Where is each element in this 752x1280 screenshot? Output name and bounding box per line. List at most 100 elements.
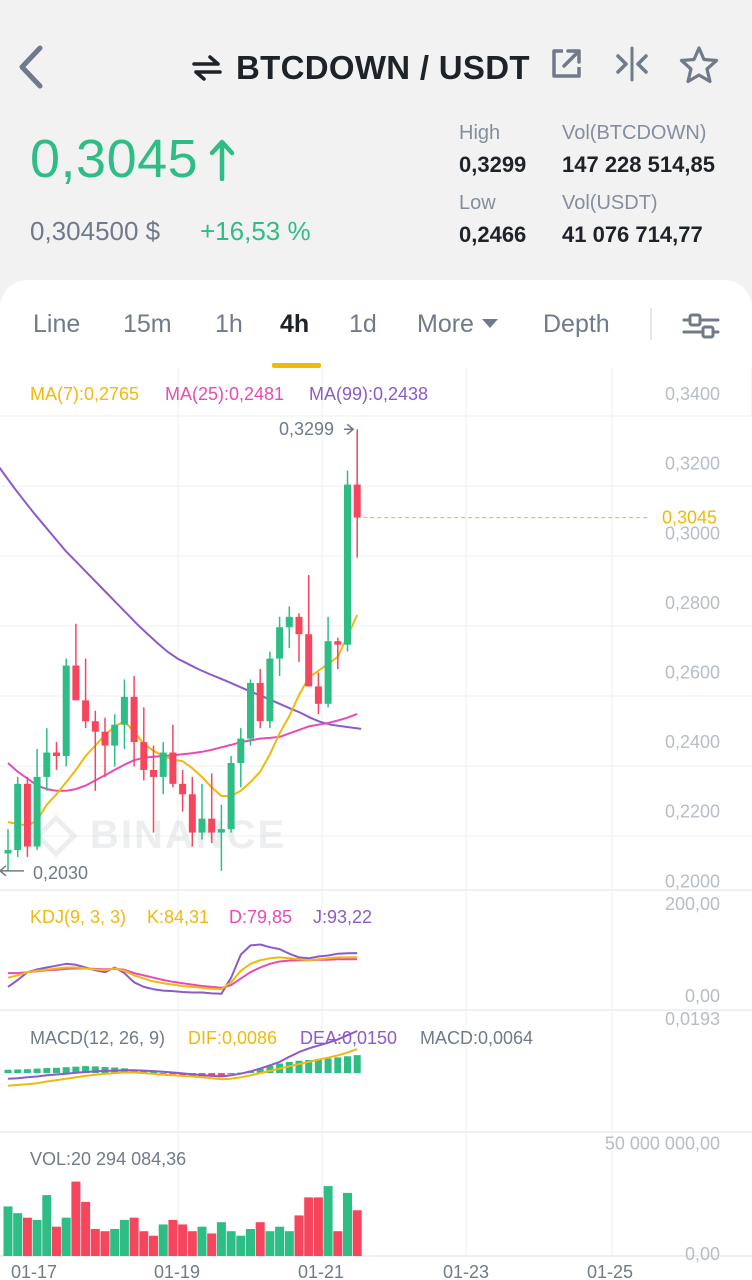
volume-bar (246, 1228, 255, 1256)
low-value: 0,2466 (459, 222, 527, 247)
volume-bar (32, 1219, 42, 1256)
volume-bar (187, 1231, 197, 1256)
compare-icon[interactable] (612, 44, 652, 84)
star-icon[interactable] (678, 44, 720, 86)
candle-body (91, 721, 99, 732)
volume-bar (343, 1192, 352, 1256)
volume-bar (178, 1224, 188, 1256)
ma7-line (7, 614, 359, 827)
volume-bar (313, 1197, 323, 1256)
macd-legend-3: MACD:0,0064 (420, 1028, 533, 1048)
candle-body (305, 634, 313, 687)
macd-axis-label: 0,0193 (665, 1009, 720, 1029)
macd-histogram-bar (266, 1065, 274, 1074)
volume-bar (333, 1231, 343, 1256)
top-bar: BTCDOWN / USDT (0, 0, 752, 120)
active-tab-indicator (272, 363, 321, 368)
vol-quote-value: 41 076 714,77 (562, 222, 703, 247)
kdj-d-line (8, 958, 358, 989)
volume-bar (119, 1219, 129, 1256)
candle-body (159, 752, 167, 777)
volume-bar (52, 1226, 61, 1256)
vol-axis-label: 0,00 (685, 1244, 720, 1264)
kdj-legend-0: KDJ(9, 3, 3) (30, 907, 126, 927)
tab-1h[interactable]: 1h (215, 310, 243, 338)
macd-histogram-bar (314, 1059, 322, 1074)
kdj-j-line (7, 943, 358, 995)
candle-body (256, 682, 264, 722)
ma-legend-2: MA(99):0,2438 (309, 384, 428, 404)
volume-bar (323, 1186, 333, 1256)
macd-histogram-bar (169, 1073, 177, 1075)
candle-body (43, 752, 51, 777)
price-axis-label: 0,2600 (665, 663, 720, 683)
macd-histogram-bar (227, 1073, 235, 1075)
swap-icon[interactable] (190, 53, 224, 83)
time-axis-label: 01-21 (298, 1262, 344, 1280)
binance-logo-icon (34, 814, 78, 858)
candle-body (217, 829, 225, 833)
tab-15m[interactable]: 15m (123, 310, 172, 338)
pair-selector[interactable]: BTCDOWN / USDT (190, 44, 530, 92)
high-label: High (459, 122, 501, 144)
tab-4h[interactable]: 4h (280, 310, 310, 338)
sliders-icon[interactable] (680, 310, 722, 342)
candle-body (198, 818, 206, 833)
macd-histogram-bar (33, 1068, 41, 1074)
external-link-icon[interactable] (548, 46, 584, 82)
candle-body (150, 769, 157, 777)
candle-body (324, 641, 332, 704)
macd-histogram-bar (256, 1068, 264, 1074)
macd-histogram-bar (23, 1069, 31, 1074)
price-axis-label: 0,3400 (665, 384, 720, 404)
max-price-label: 0,3299 (279, 419, 334, 439)
candle-body (276, 627, 284, 659)
candle-body (14, 783, 22, 850)
usd-price: 0,304500 $ (30, 216, 161, 246)
macd-histogram-bar (217, 1073, 225, 1076)
current-price-label: 0,3045 (662, 508, 717, 528)
tab-more-label: More (417, 310, 474, 338)
price-axis-label: 0,3200 (665, 454, 720, 474)
macd-histogram-bar (140, 1070, 148, 1074)
candle-body (23, 783, 31, 847)
time-axis-label: 01-19 (154, 1262, 200, 1280)
min-marker-arrow-icon (0, 865, 7, 877)
tab-depth[interactable]: Depth (543, 310, 610, 338)
macd-dea-line (7, 1030, 358, 1080)
candle-body (344, 484, 351, 645)
vol-quote-label: Vol(USDT) (562, 192, 658, 214)
macd-histogram-bar (353, 1055, 361, 1074)
macd-legend-2: DEA:0,0150 (300, 1028, 397, 1048)
volume-bar (158, 1224, 168, 1256)
candle-body (120, 696, 128, 725)
last-price: 0,3045 (30, 128, 236, 190)
volume-bar (81, 1201, 91, 1256)
volume-bar (352, 1210, 362, 1256)
candle-body (227, 762, 235, 830)
ma25-line (7, 712, 358, 792)
candle-body (53, 752, 60, 757)
volume-bar (13, 1213, 23, 1256)
min-price-label: 0,2030 (33, 863, 88, 883)
price-axis-label: 0,2000 (665, 871, 720, 891)
candle-body (266, 658, 274, 722)
back-arrow-icon[interactable] (10, 40, 54, 94)
volume-bar (168, 1219, 178, 1256)
candlestick-chart[interactable]: BINANCE 0,3400 0,3200 0,3000 0,2800 0,2600 0,2… (0, 368, 752, 1280)
tab-line[interactable]: Line (33, 310, 81, 338)
price-axis-label: 0,2200 (665, 802, 720, 822)
macd-histogram-bar (62, 1067, 70, 1074)
macd-histogram-bar (72, 1066, 80, 1074)
volume-bar (304, 1197, 314, 1256)
macd-histogram-bar (334, 1057, 342, 1074)
volume-bar (129, 1217, 139, 1256)
kdj-axis-label: 200,00 (665, 894, 720, 914)
kdj-legend-2: D:79,85 (229, 907, 292, 927)
macd-histogram-bar (344, 1056, 351, 1074)
tab-more[interactable]: More (417, 310, 498, 339)
candle-body (314, 686, 322, 704)
tab-1d[interactable]: 1d (349, 310, 377, 338)
macd-legend-1: DIF:0,0086 (188, 1028, 277, 1048)
volume-bar (216, 1222, 226, 1256)
